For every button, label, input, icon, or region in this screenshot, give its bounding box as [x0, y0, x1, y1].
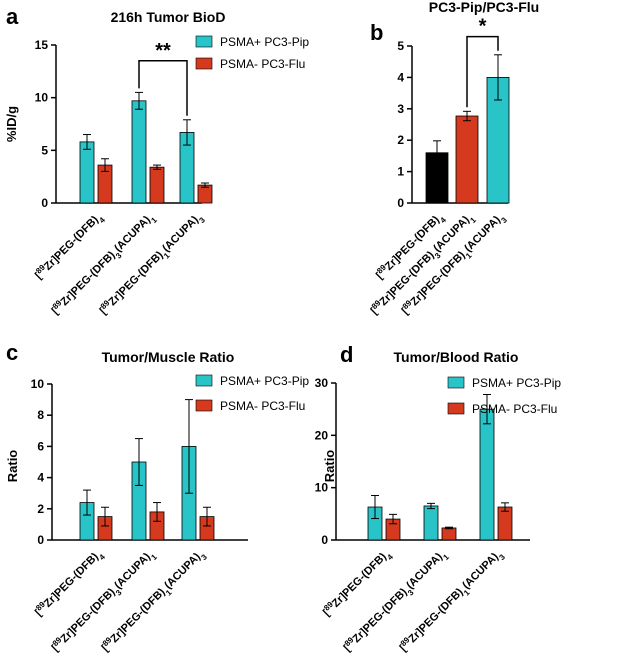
- y-tick-label: 4: [37, 471, 44, 485]
- y-tick-label: 1: [397, 165, 404, 179]
- legend-label: PSMA+ PC3-Pip: [220, 374, 309, 388]
- panel-c: c Tumor/Muscle Ratio Ratio 0 2 4 6 8 10 [89Zr]PEG…: [5, 340, 309, 656]
- y-tick-label: 2: [397, 133, 404, 147]
- panel-letter: c: [6, 340, 18, 365]
- significance-bracket: [466, 35, 499, 108]
- panel-b: bPC3-Pip/PC3-Flu012345[89Zr]PEG-(DFB)4[8…: [369, 0, 540, 317]
- panel-a: a 216h Tumor BioD %ID/g 0 5 10 15 [89Zr]PEG-(DF…: [4, 4, 309, 319]
- y-tick-label: 0: [321, 533, 328, 547]
- category-label-2: [89Zr]PEG-(DFB)1(ACUPA)3: [396, 545, 507, 656]
- y-axis-label: Ratio: [5, 450, 20, 483]
- y-tick-label: 8: [37, 408, 44, 422]
- bar: [79, 141, 95, 204]
- bar: [197, 184, 213, 204]
- category-label-2: [89Zr]PEG-(DFB)1(ACUPA)3: [98, 545, 209, 656]
- y-tick-label: 10: [35, 91, 49, 105]
- legend-label: PSMA- PC3-Flu: [472, 402, 557, 416]
- y-tick-label: 15: [35, 38, 49, 52]
- legend-label: PSMA+ PC3-Pip: [220, 35, 309, 49]
- y-axis-label: Ratio: [322, 450, 337, 483]
- y-tick-label: 3: [397, 102, 404, 116]
- significance-bracket: [138, 60, 188, 116]
- panel-d: d Tumor/Blood Ratio Ratio 0 10 20 30 [89Zr]PEG-…: [315, 342, 562, 656]
- significance-label: **: [155, 40, 171, 62]
- y-tick-label: 30: [315, 376, 329, 390]
- bar: [455, 115, 479, 204]
- chart-title: Tumor/Muscle Ratio: [102, 349, 235, 365]
- y-tick-label: 5: [41, 143, 48, 157]
- y-tick-label: 0: [397, 196, 404, 210]
- chart-title: Tumor/Blood Ratio: [394, 349, 519, 365]
- legend-label: PSMA+ PC3-Pip: [472, 376, 561, 390]
- y-tick-label: 4: [397, 70, 404, 84]
- panel-letter: a: [6, 4, 19, 29]
- y-tick-label: 5: [397, 39, 404, 53]
- legend-swatch: [195, 35, 213, 48]
- y-tick-label: 2: [37, 502, 44, 516]
- legend-swatch: [447, 376, 465, 389]
- y-tick-label: 0: [41, 196, 48, 210]
- panel-letter: b: [370, 20, 383, 45]
- y-tick-label: 0: [37, 533, 44, 547]
- chart-title: PC3-Pip/PC3-Flu: [429, 0, 539, 15]
- legend-swatch: [195, 399, 213, 412]
- y-tick-label: 20: [315, 428, 329, 442]
- significance-label: *: [479, 16, 487, 38]
- y-tick-label: 10: [315, 481, 329, 495]
- legend-label: PSMA- PC3-Flu: [220, 57, 305, 71]
- y-axis-label: %ID/g: [4, 106, 19, 142]
- legend-swatch: [195, 374, 213, 387]
- bar: [441, 527, 457, 541]
- chart-title: 216h Tumor BioD: [111, 9, 226, 25]
- panel-letter: d: [340, 342, 353, 367]
- y-tick-label: 10: [31, 377, 45, 391]
- legend-swatch: [195, 57, 213, 70]
- legend-swatch: [447, 402, 465, 415]
- bar: [497, 506, 513, 541]
- bar: [479, 408, 495, 541]
- bar: [149, 166, 165, 204]
- y-tick-label: 6: [37, 439, 44, 453]
- legend-label: PSMA- PC3-Flu: [220, 399, 305, 413]
- bar: [423, 505, 439, 541]
- category-label-2: [89Zr]PEG-(DFB)1(ACUPA)3: [96, 208, 207, 319]
- category-label-1: [89Zr]PEG-(DFB)3(ACUPA)1: [340, 545, 451, 656]
- bar: [131, 100, 147, 204]
